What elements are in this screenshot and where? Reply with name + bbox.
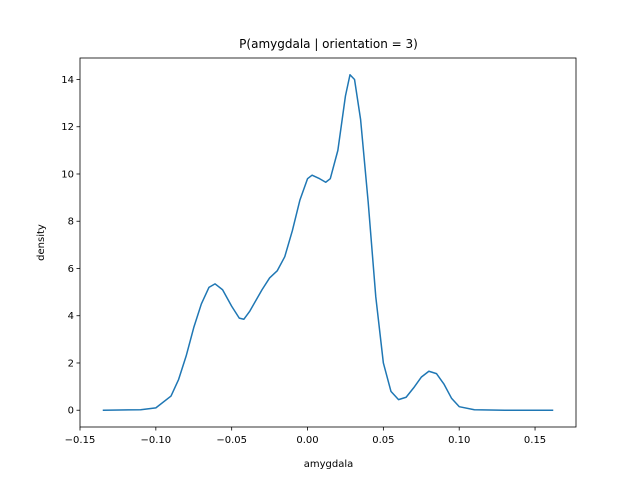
y-tick-label: 4 — [68, 311, 74, 322]
plot-frame — [79, 57, 577, 428]
x-axis-label: amygdala — [304, 459, 354, 470]
y-tick-label: 0 — [68, 406, 74, 417]
y-tick-label: 14 — [61, 75, 74, 86]
y-tick-label: 8 — [68, 217, 74, 228]
x-tick-label: −0.15 — [65, 435, 96, 446]
x-tick-label: −0.10 — [141, 435, 172, 446]
y-tick-label: 2 — [68, 358, 74, 369]
x-tick-label: 0.00 — [296, 435, 318, 446]
y-tick-label: 6 — [68, 264, 74, 275]
y-tick-label: 12 — [61, 122, 74, 133]
x-tick-label: −0.05 — [216, 435, 247, 446]
y-axis-label: density — [36, 224, 47, 261]
chart-title: P(amygdala | orientation = 3) — [239, 37, 418, 51]
density-line — [102, 74, 554, 411]
x-tick-label: 0.05 — [372, 435, 394, 446]
x-tick-label: 0.15 — [524, 435, 546, 446]
x-tick-label: 0.10 — [448, 435, 470, 446]
y-tick-label: 10 — [61, 169, 74, 180]
